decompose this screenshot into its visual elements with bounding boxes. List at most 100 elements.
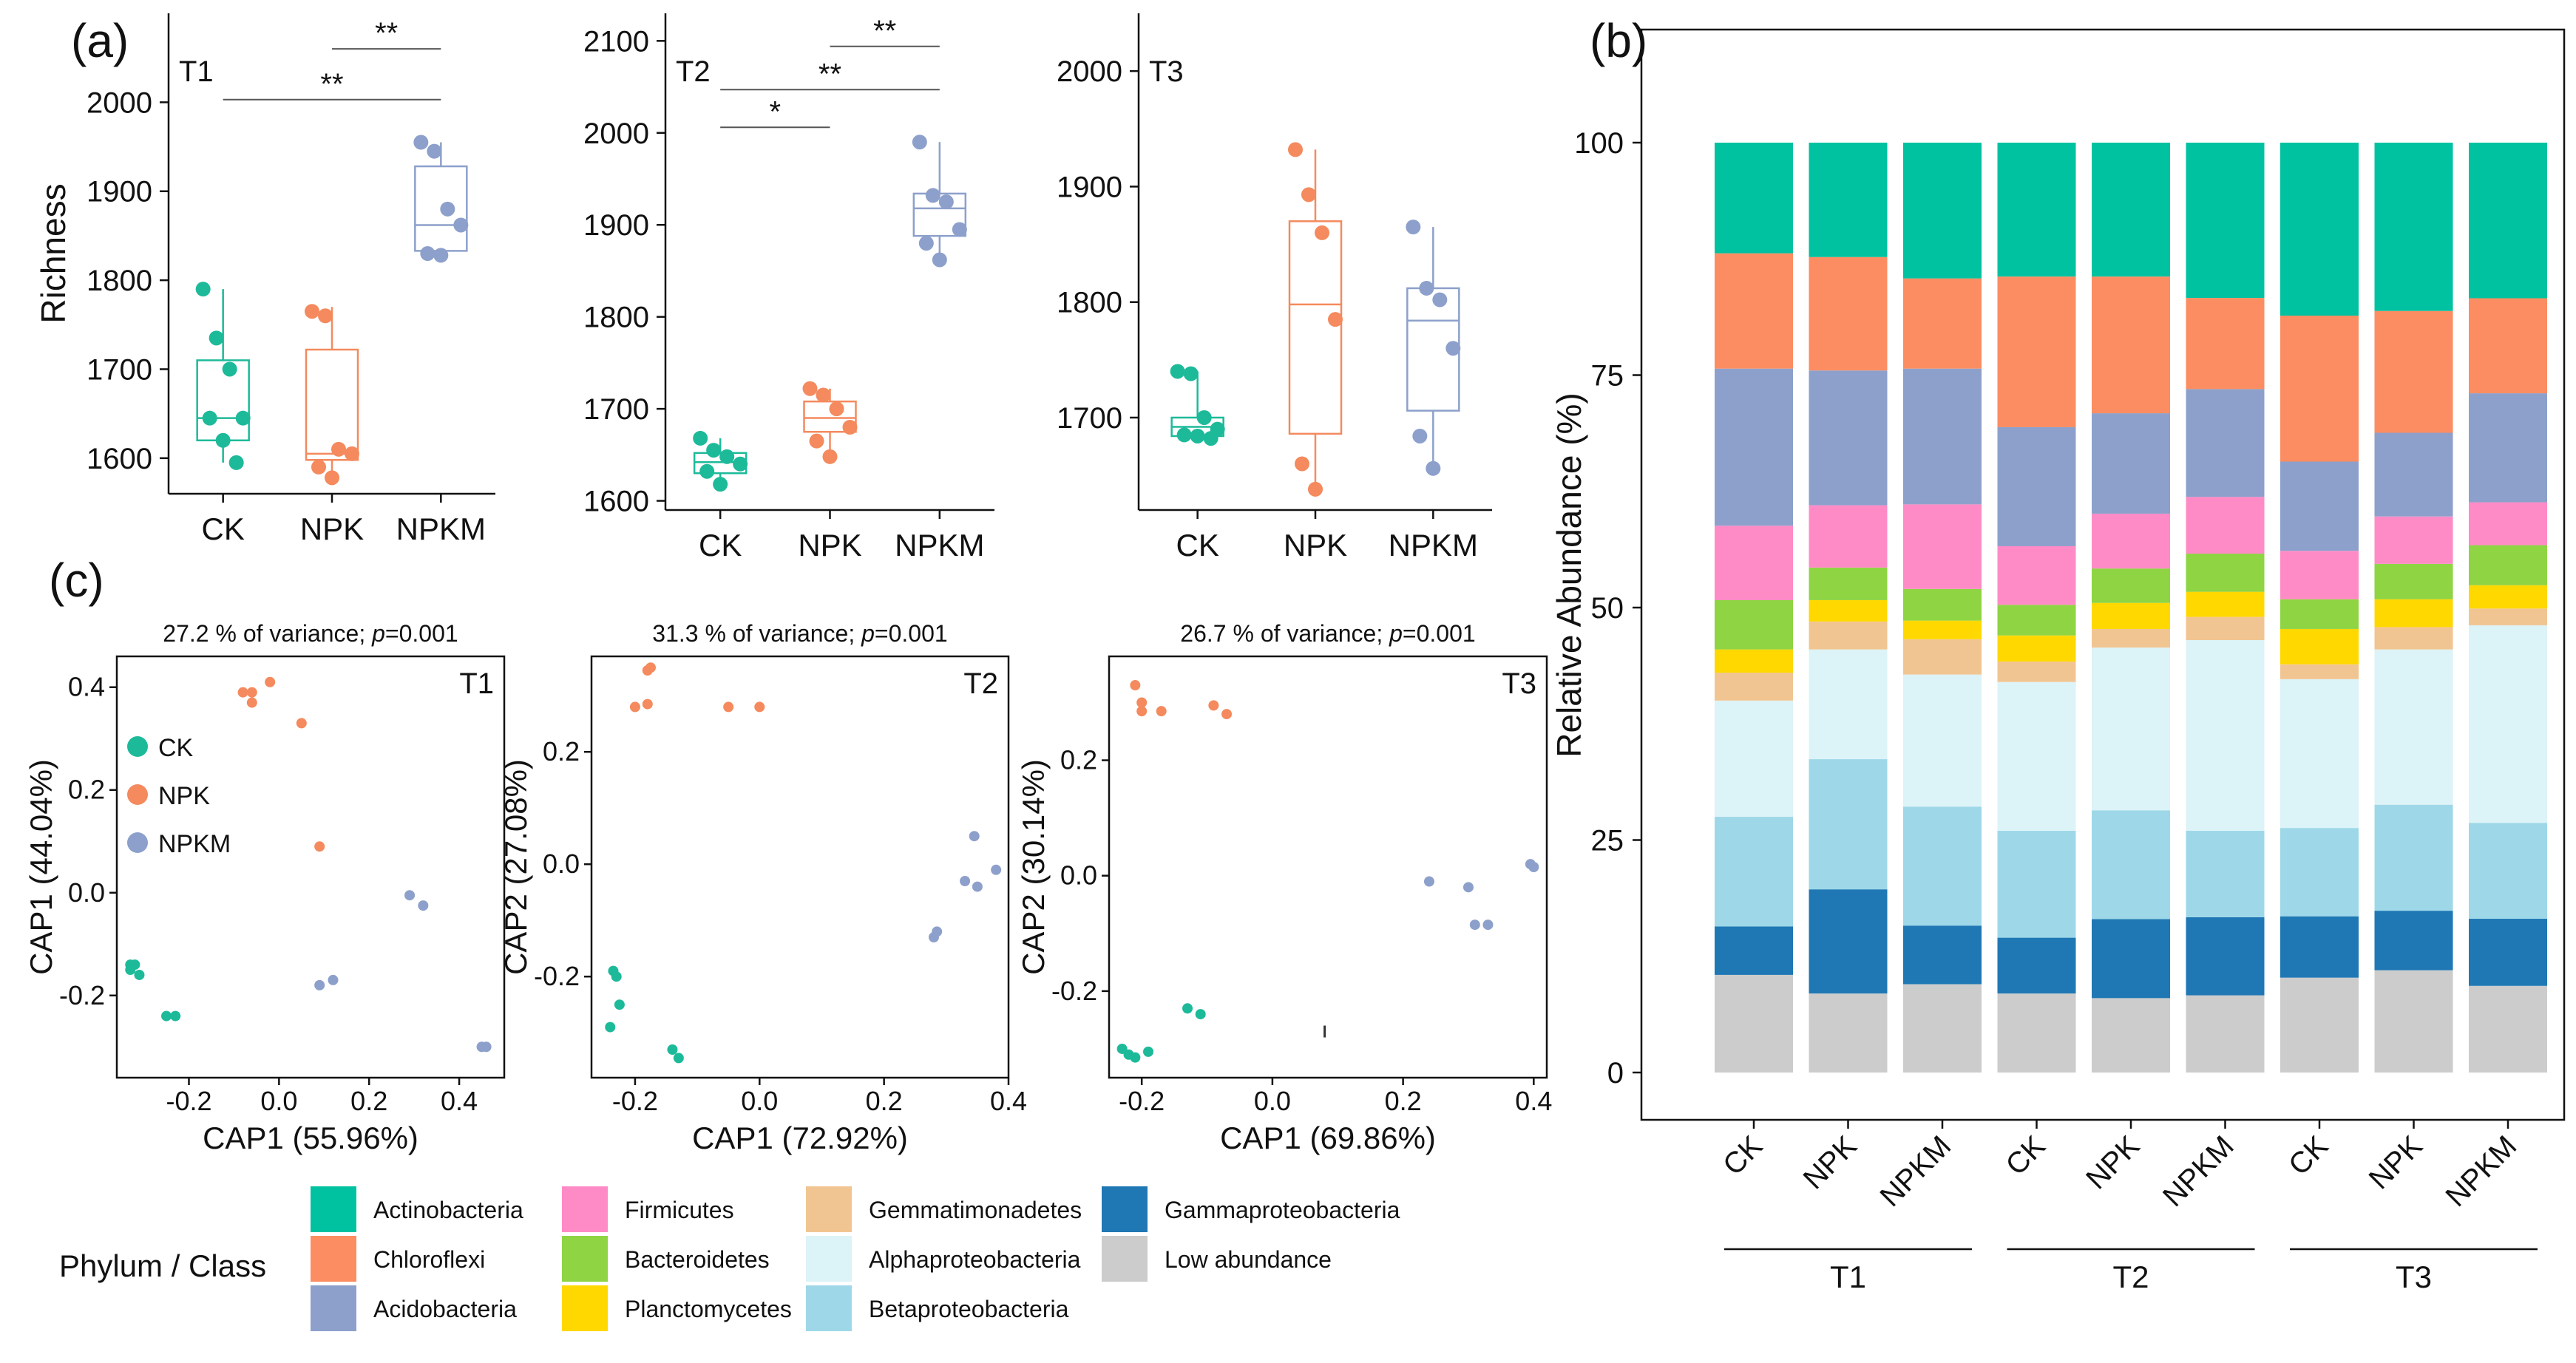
c-T3-point xyxy=(1482,920,1494,931)
b-bar-segment-betaproteobacteria xyxy=(1997,830,2076,938)
a-T1-point xyxy=(195,282,211,297)
c-T2-xtick-label: 0.0 xyxy=(741,1086,778,1116)
b-bar-segment-planctomycetes xyxy=(1715,649,1793,673)
b-bar-segment-chloroflexi xyxy=(2186,298,2265,390)
b-bar-segment-alphaproteobacteria xyxy=(2092,647,2170,811)
b-bar-segment-bacteroidetes xyxy=(2092,568,2170,603)
c-T2-ytick-label: 0.2 xyxy=(543,736,580,767)
a-T3-panel-tag: T3 xyxy=(1149,55,1184,88)
legend-label: Planctomycetes xyxy=(625,1296,792,1322)
c-T3-point xyxy=(1130,680,1141,691)
a-T2-panel-tag: T2 xyxy=(676,55,711,88)
a-T3-point xyxy=(1308,481,1323,497)
b-ytick-label: 0 xyxy=(1607,1057,1624,1090)
b-bar-segment-gemmatimonadetes xyxy=(2280,664,2359,679)
c-T3-point xyxy=(1208,700,1219,711)
c-T2-point xyxy=(611,971,622,982)
c-T3-point xyxy=(1136,706,1148,717)
legend-swatch xyxy=(806,1186,852,1232)
a-T2-point xyxy=(925,188,940,203)
a-T1-point xyxy=(413,135,429,150)
a-T2-ytick-label: 2100 xyxy=(583,25,649,58)
b-bar-segment-actinobacteria xyxy=(2186,143,2265,299)
legend-swatch xyxy=(562,1186,608,1232)
b-bar-segment-betaproteobacteria xyxy=(2186,830,2265,917)
a-T3-point xyxy=(1190,428,1205,443)
a-T1-ytick-label: 1600 xyxy=(87,443,152,475)
c-T1-ytick-label: -0.2 xyxy=(59,980,105,1010)
a-T1-point xyxy=(222,361,237,377)
a-T2-ytick-label: 2000 xyxy=(583,118,649,150)
b-bar-segment-firmicutes xyxy=(2469,502,2547,545)
b-bar-segment-low-abundance xyxy=(1997,993,2076,1073)
a-T1-sig-label: ** xyxy=(375,17,398,50)
c-T3-plot-frame xyxy=(1108,655,1548,1079)
c-T1-legend-label: NPKM xyxy=(158,830,231,858)
b-bar-segment-acidobacteria xyxy=(2092,413,2170,514)
b-bar-segment-low-abundance xyxy=(1903,984,1982,1073)
legend-swatch xyxy=(311,1285,356,1331)
c-T3-point xyxy=(1221,709,1233,720)
b-bar-segment-gemmatimonadetes xyxy=(1903,639,1982,675)
b-bar-segment-gammaproteobacteria xyxy=(1903,925,1982,985)
a-T3-ytick-label: 2000 xyxy=(1057,55,1122,88)
c-T3-xtick-label: 0.0 xyxy=(1254,1086,1291,1116)
c-T1-point xyxy=(161,1010,172,1022)
b-bar-segment-planctomycetes xyxy=(2374,599,2453,628)
a-T2-sig-label: ** xyxy=(873,15,896,47)
a-T1-ytick-label: 1700 xyxy=(87,353,152,386)
c-T2-point xyxy=(629,701,640,713)
b-bar-segment-acidobacteria xyxy=(1809,370,1888,506)
c-T2-point xyxy=(723,701,734,713)
b-bar-segment-alphaproteobacteria xyxy=(1903,674,1982,807)
b-bar-segment-alphaproteobacteria xyxy=(2280,679,2359,829)
a-T3-xtick-label: CK xyxy=(1176,528,1218,562)
legend-swatch xyxy=(562,1285,608,1331)
c-T3-point xyxy=(1528,862,1539,872)
b-bar-segment-planctomycetes xyxy=(2186,591,2265,617)
c-T3-point xyxy=(1469,920,1480,931)
b-bar-segment-alphaproteobacteria xyxy=(1809,649,1888,760)
b-bar-segment-actinobacteria xyxy=(1997,143,2076,277)
c-T2-point xyxy=(605,1022,616,1033)
b-bar-segment-gemmatimonadetes xyxy=(2186,616,2265,641)
b-bar-segment-chloroflexi xyxy=(2092,276,2170,414)
b-bar-segment-gammaproteobacteria xyxy=(1715,926,1793,975)
b-bar-segment-acidobacteria xyxy=(2374,432,2453,517)
a-T2-xtick-label: NPK xyxy=(798,528,861,562)
a-T1-xtick-label: NPK xyxy=(300,511,364,546)
a-T1-point xyxy=(215,432,231,448)
b-bar-segment-betaproteobacteria xyxy=(1809,759,1888,890)
b-bar-segment-chloroflexi xyxy=(1809,256,1888,371)
a-T1-point xyxy=(202,410,217,426)
c-T1-point xyxy=(418,900,429,911)
a-T1-ytick-label: 1900 xyxy=(87,176,152,208)
b-bar-segment-alphaproteobacteria xyxy=(2469,625,2547,823)
a-T2-xtick-label: CK xyxy=(699,528,742,562)
a-T3-point xyxy=(1301,187,1316,203)
a-T2-ytick-label: 1600 xyxy=(583,486,649,518)
b-bar-segment-bacteroidetes xyxy=(1809,567,1888,600)
a-T1-point xyxy=(345,446,359,461)
a-T2-point xyxy=(829,401,844,417)
c-T1-xlabel: CAP1 (55.96%) xyxy=(203,1121,418,1155)
c-T1-point xyxy=(125,965,136,976)
c-T1-legend-key xyxy=(127,784,148,805)
b-bar-segment-planctomycetes xyxy=(1903,620,1982,639)
legend-label: Alphaproteobacteria xyxy=(869,1246,1081,1273)
a-T2-point xyxy=(706,443,722,458)
b-bar-segment-actinobacteria xyxy=(1809,143,1888,257)
b-xtick-label: NPK xyxy=(1797,1129,1863,1195)
a-T1-point xyxy=(453,217,469,233)
a-T3-ytick-label: 1800 xyxy=(1057,287,1122,319)
b-bar-segment-acidobacteria xyxy=(2469,393,2547,503)
c-T1-point xyxy=(246,687,257,698)
a-T1-point xyxy=(433,248,449,263)
a-T1-point xyxy=(305,304,319,319)
b-bar-segment-gammaproteobacteria xyxy=(2469,919,2547,986)
legend-swatch xyxy=(1102,1186,1148,1232)
b-bar-segment-actinobacteria xyxy=(1903,143,1982,279)
b-bar-segment-planctomycetes xyxy=(2092,602,2170,629)
a-T2-point xyxy=(693,430,708,446)
b-bar-segment-chloroflexi xyxy=(1903,278,1982,369)
